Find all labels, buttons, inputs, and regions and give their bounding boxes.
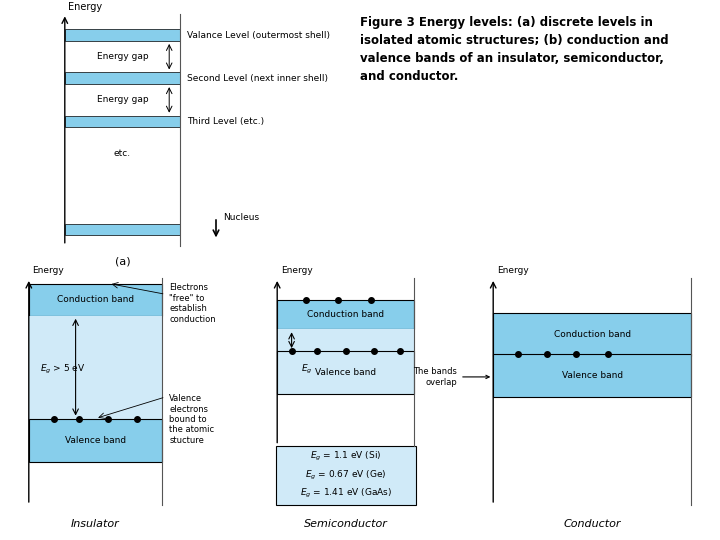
Text: The bands
overlap: The bands overlap [413, 367, 489, 387]
Bar [29, 284, 162, 316]
Bar [29, 316, 162, 418]
Bar [276, 446, 416, 505]
Bar [29, 418, 162, 462]
Text: Insulator: Insulator [71, 519, 120, 530]
Text: Valence band: Valence band [65, 436, 126, 444]
Text: Energy: Energy [281, 266, 312, 275]
Text: Energy gap: Energy gap [96, 96, 148, 104]
Text: Energy: Energy [497, 266, 528, 275]
Text: Energy gap: Energy gap [96, 52, 148, 61]
Text: Figure 3 Energy levels: (a) discrete levels in
isolated atomic structures; (b) c: Figure 3 Energy levels: (a) discrete lev… [360, 16, 669, 83]
Text: Valence
electrons
bound to
the atomic
stucture: Valence electrons bound to the atomic st… [169, 394, 215, 445]
Text: $E_g$ = 1.1 eV (Si)
$E_g$ = 0.67 eV (Ge)
$E_g$ = 1.41 eV (GaAs): $E_g$ = 1.1 eV (Si) $E_g$ = 0.67 eV (Ge)… [300, 450, 392, 500]
Text: Nucleus: Nucleus [223, 213, 259, 221]
Text: Conduction band: Conduction band [307, 310, 384, 319]
Text: Energy: Energy [32, 266, 64, 275]
Bar [493, 313, 691, 356]
Text: Semiconductor: Semiconductor [304, 519, 387, 530]
Text: (a): (a) [114, 256, 130, 267]
Text: Valence band: Valence band [315, 368, 376, 377]
Bar [277, 300, 414, 329]
Text: $E_g$ > 5 eV: $E_g$ > 5 eV [40, 363, 85, 376]
Bar [65, 116, 180, 127]
Bar [65, 224, 180, 235]
Text: Conductor: Conductor [564, 519, 621, 530]
Text: Conduction band: Conduction band [57, 295, 134, 304]
Text: Valence band: Valence band [562, 371, 623, 380]
Text: Electrons
"free" to
establish
conduction: Electrons "free" to establish conduction [169, 284, 216, 323]
Text: Valance Level (outermost shell): Valance Level (outermost shell) [187, 31, 330, 39]
Bar [277, 351, 414, 394]
Bar [277, 329, 414, 351]
Text: Third Level (etc.): Third Level (etc.) [187, 117, 264, 126]
Text: $E_g$: $E_g$ [301, 363, 312, 376]
Text: Second Level (next inner shell): Second Level (next inner shell) [187, 74, 328, 83]
Bar [65, 29, 180, 41]
Text: etc.: etc. [114, 150, 131, 158]
Text: Conduction band: Conduction band [554, 330, 631, 339]
Bar [493, 354, 691, 397]
Bar [65, 72, 180, 84]
Text: Energy: Energy [68, 2, 102, 12]
